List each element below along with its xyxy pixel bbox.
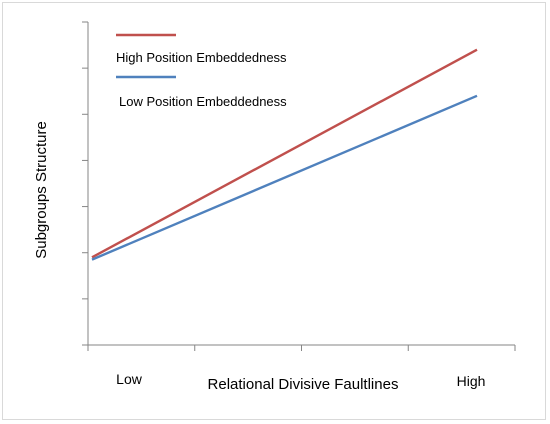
legend-label-low-position: Low Position Embeddedness <box>119 94 287 109</box>
legend: High Position Embeddedness Low Position … <box>116 33 287 109</box>
series-lines <box>91 48 478 261</box>
series-line-low-position <box>91 94 478 261</box>
axes <box>82 21 516 351</box>
x-tick-label-high: High <box>457 373 486 389</box>
y-axis-title: Subgroups Structure <box>33 121 50 259</box>
series-line-high-position <box>91 48 478 259</box>
chart-area <box>2 2 546 420</box>
x-axis-title: Relational Divisive Faultlines <box>208 376 399 393</box>
legend-label-high-position: High Position Embeddedness <box>116 50 287 65</box>
x-tick-label-low: Low <box>116 371 143 387</box>
